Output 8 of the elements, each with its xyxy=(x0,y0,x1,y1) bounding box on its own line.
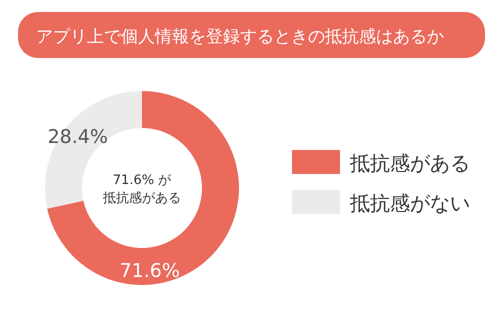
legend-label: 抵抗感がある xyxy=(349,151,470,175)
chart-title: アプリ上で個人情報を登録するときの抵抗感はあるか xyxy=(36,27,444,47)
legend-label: 抵抗感がない xyxy=(349,191,470,215)
data-label: 28.4% xyxy=(48,126,108,148)
data-label: 71.6% xyxy=(120,260,180,282)
text: 71.6% が xyxy=(112,173,172,188)
donut-slice xyxy=(47,91,239,285)
text: 抵抗感がある xyxy=(102,191,181,206)
